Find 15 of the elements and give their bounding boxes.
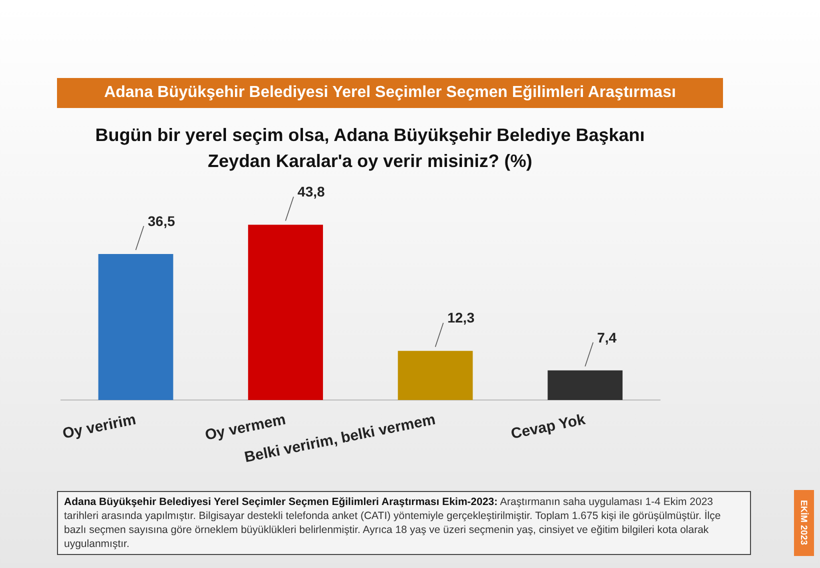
x-tick-label: Oy veririm <box>61 411 138 442</box>
text: EKİM 2023 <box>794 490 814 556</box>
chart-subtitle: Bugün bir yerel seçim olsa, Adana Büyükşehir Belediye Başkanı Zeydan Karalar'a oy verir misiniz? (%) <box>94 124 646 173</box>
bar <box>98 254 174 400</box>
data-label: 12,3 <box>447 310 475 326</box>
x-tick-label: Oy vermem <box>204 411 288 444</box>
bar <box>548 370 623 400</box>
chart-title: Adana Büyükşehir Belediyesi Yerel Seçimler Seçmen Eğilimleri Araştırması <box>57 78 723 108</box>
bar <box>398 350 473 400</box>
data-label: 36,5 <box>148 212 176 229</box>
bar <box>248 224 323 400</box>
data-label: 43,8 <box>298 184 325 200</box>
text: Adana Büyükşehir Belediyesi Yerel Seçimler Seçmen Eğilimleri Araştırması Ekim-2023: Araştırmanın saha uygulaması 1-4 Ekim 2023 tarihleri arasında yapılmıştır. Bilgisayar destekli telefonda anket (CATI) yöntemiyle gerçekleştirilmiştir. Toplam 1.675 kişi ile görüşülmüştür. İlçe bazlı seçmen sayısına göre örneklem büyüklükleri belirlenmiştir. Ayrıca 18 yaş ve üzeri seçmenin yaş, cinsiyet ve eğitim bilgileri kota olarak uygulanmıştır. <box>64 496 721 550</box>
data-label: 7,4 <box>597 329 617 346</box>
x-tick-label: Cevap Yok <box>510 411 588 443</box>
